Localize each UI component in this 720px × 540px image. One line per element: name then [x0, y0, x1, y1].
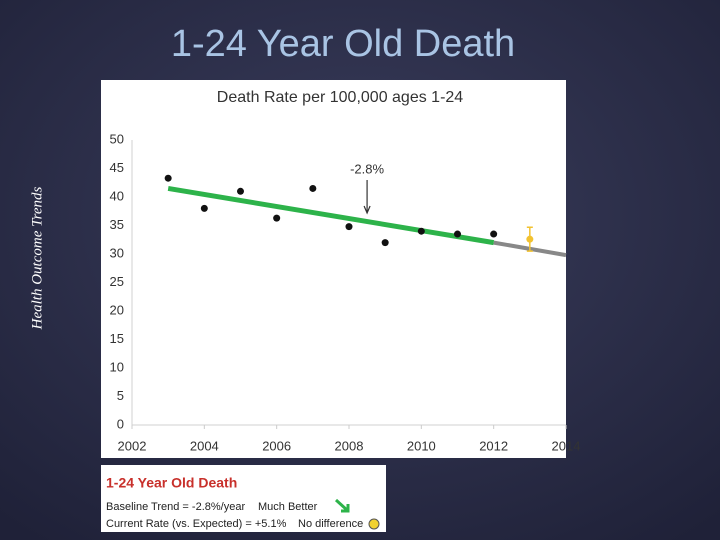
y-tick-label: 5 — [117, 388, 124, 403]
expected-point — [526, 235, 534, 243]
data-point — [490, 230, 498, 238]
x-tick-label: 2014 — [552, 438, 581, 453]
chart-panel — [101, 80, 566, 458]
side-label: Health Outcome Trends — [29, 186, 45, 330]
baseline-text: Baseline Trend = -2.8%/year — [106, 501, 245, 513]
y-tick-label: 10 — [110, 359, 124, 374]
x-tick-label: 2004 — [190, 438, 219, 453]
y-tick-label: 15 — [110, 331, 124, 346]
status-dot — [368, 518, 380, 530]
y-tick-label: 40 — [110, 188, 124, 203]
x-tick-label: 2006 — [262, 438, 291, 453]
data-point — [345, 223, 353, 231]
data-point — [309, 184, 317, 192]
data-point — [417, 227, 425, 235]
annotation: -2.8% — [350, 161, 384, 176]
annotation-arrow — [363, 180, 371, 215]
summary-box — [101, 465, 386, 532]
x-tick-label: 2008 — [335, 438, 364, 453]
current-text: Current Rate (vs. Expected) = +5.1% — [106, 518, 287, 530]
data-point — [237, 187, 244, 195]
y-tick-label: 35 — [110, 217, 124, 232]
y-tick-label: 25 — [110, 274, 124, 289]
data-point — [381, 239, 389, 247]
slide-title: 1-24 Year Old Death — [171, 23, 515, 65]
chart-title: Death Rate per 100,000 ages 1-24 — [217, 89, 464, 106]
y-tick-label: 45 — [110, 160, 124, 175]
y-tick-label: 20 — [110, 302, 124, 317]
x-tick-label: 2010 — [407, 438, 436, 453]
y-tick-label: 50 — [110, 131, 124, 146]
current-status: No difference — [298, 518, 363, 530]
y-tick-label: 0 — [117, 416, 124, 431]
y-tick-label: 30 — [110, 245, 124, 260]
better-arrow — [334, 498, 350, 513]
data-point — [273, 214, 281, 222]
trend-line — [167, 185, 495, 246]
x-tick-label: 2012 — [479, 438, 508, 453]
summary-title: 1-24 Year Old Death — [106, 475, 237, 491]
x-tick-label: 2002 — [118, 438, 147, 453]
data-point — [454, 230, 461, 238]
data-point — [200, 204, 208, 212]
baseline-status: Much Better — [258, 501, 318, 513]
data-point — [164, 174, 172, 182]
